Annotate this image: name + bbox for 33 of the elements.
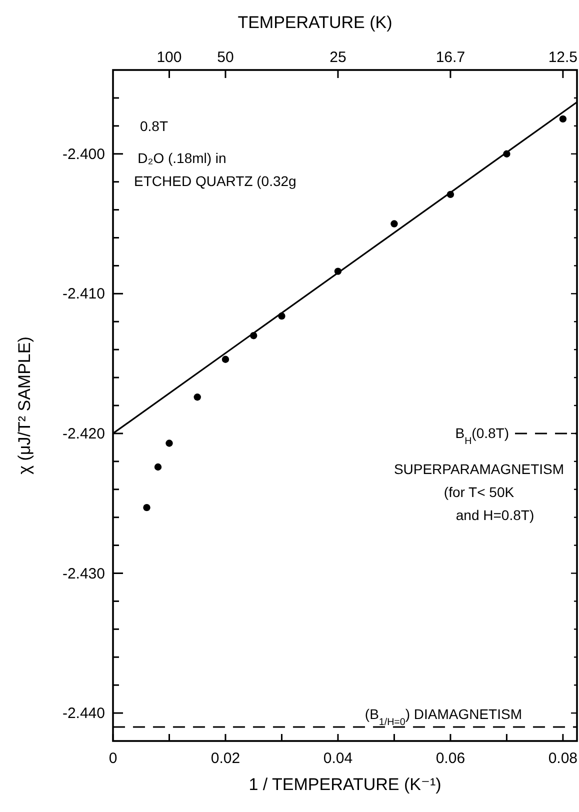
x-axis-title: 1 / TEMPERATURE (K⁻¹): [248, 775, 442, 794]
point: [559, 115, 567, 123]
annotation: D₂O (.18ml) in: [138, 150, 226, 166]
x-tick-label: 0.02: [210, 750, 240, 767]
point: [154, 463, 162, 471]
x-tick-label: 0.08: [548, 750, 578, 767]
annotation: SUPERPARAMAGNETISM: [394, 461, 564, 477]
annotation: (B$_{1/H=0}$) DIAMAGNETISM: [364, 706, 522, 728]
annotation: 0.8T: [140, 118, 168, 134]
x2-axis-title: TEMPERATURE (K): [238, 13, 392, 32]
y-tick-label: -2.440: [62, 705, 105, 722]
y-tick-label: -2.420: [62, 425, 105, 442]
annotation: and H=0.8T): [456, 507, 534, 523]
x-tick-label: 0: [108, 750, 118, 767]
point: [222, 356, 230, 363]
point: [143, 504, 150, 512]
annotation: 50: [217, 49, 234, 66]
x-tick-label: 0.06: [436, 750, 466, 767]
y-tick-label: -2.430: [62, 565, 105, 582]
annotation: B$_{H}$(0.8T): [455, 425, 509, 446]
point: [390, 220, 398, 228]
y-axis-title: χ (μJ/T² SAMPLE): [15, 336, 34, 474]
point: [166, 440, 173, 447]
annotation: 12.5: [548, 49, 578, 66]
point: [194, 394, 201, 401]
annotation: 100: [156, 49, 182, 66]
x-tick-label: 0.04: [323, 750, 353, 767]
y-tick-label: -2.400: [62, 146, 105, 163]
annotation: (for T< 50K: [444, 484, 515, 500]
y-tick-label: -2.410: [62, 286, 105, 303]
annotation: 16.7: [436, 49, 466, 66]
annotation: 25: [330, 49, 346, 66]
annotation: ETCHED QUARTZ (0.32g: [134, 173, 296, 189]
